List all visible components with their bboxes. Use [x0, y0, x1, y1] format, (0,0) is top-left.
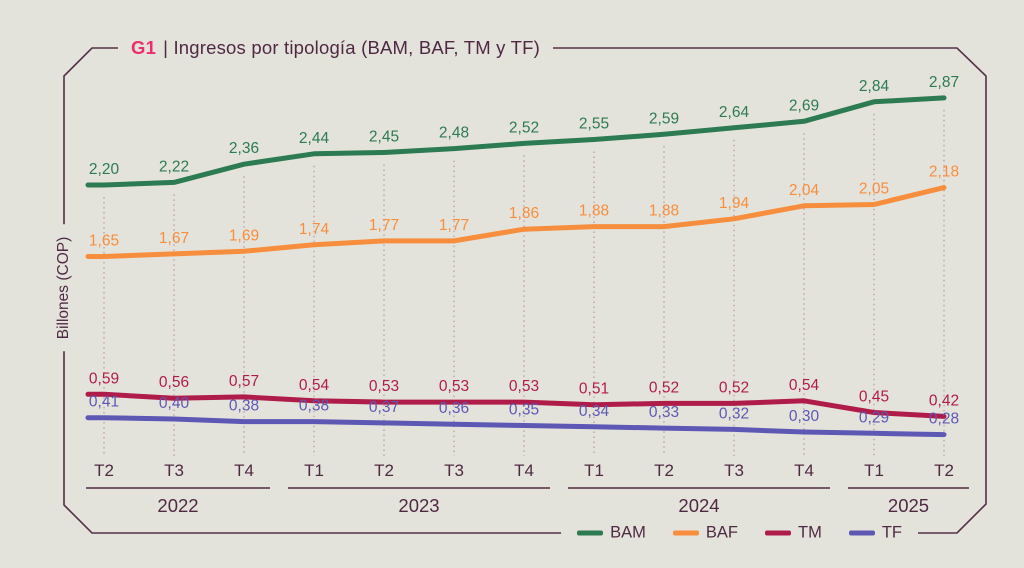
legend-item-baf: BAF	[672, 523, 738, 543]
quarter-label: T4	[234, 461, 254, 480]
data-label-tm: 0,53	[439, 378, 469, 395]
data-label-baf: 1,88	[649, 203, 679, 220]
data-label-bam: 2,84	[859, 78, 890, 95]
data-label-tm: 0,52	[649, 379, 679, 396]
x-axis: T2 T3 T4 2022 T1 T2 T3 T4 2023 T1 T2 T3 T4 2024 T1 T2 20…	[86, 461, 969, 516]
data-label-bam: 2,64	[719, 104, 750, 121]
data-label-bam: 2,22	[159, 158, 189, 175]
legend-label: BAF	[705, 523, 738, 542]
series-line-bam	[85, 95, 947, 188]
data-label-tf: 0,35	[509, 402, 539, 419]
frame-border	[63, 47, 987, 534]
legend-item-bam: BAM	[577, 524, 646, 543]
data-label-baf: 1,77	[369, 217, 399, 234]
data-label-baf: 1,65	[89, 233, 119, 250]
data-label-tm: 0,45	[859, 389, 889, 406]
data-label-tm: 0,54	[789, 377, 820, 394]
data-label-bam: 2,36	[229, 140, 259, 157]
data-label-bam: 2,59	[649, 110, 679, 127]
series-line-tf	[85, 415, 947, 438]
y-axis-label: Billones (COP)	[52, 224, 76, 352]
data-label-tf: 0,38	[229, 398, 259, 415]
data-label-bam: 2,55	[579, 116, 609, 133]
year-label: 2025	[888, 495, 929, 516]
gridlines	[103, 109, 945, 456]
quarter-label: T4	[794, 461, 814, 480]
data-label-tf: 0,38	[299, 398, 329, 415]
legend-item-tm: TM	[765, 524, 822, 543]
data-label-tf: 0,36	[439, 400, 469, 417]
data-label-tf: 0,40	[159, 395, 190, 412]
data-label-tf: 0,30	[789, 408, 820, 425]
data-label-baf: 1,74	[299, 221, 330, 238]
data-label-tm: 0,52	[719, 379, 749, 396]
quarter-label: T3	[724, 461, 744, 480]
data-label-tm: 0,51	[579, 381, 609, 398]
data-label-tm: 0,59	[89, 370, 119, 387]
data-label-tm: 0,53	[509, 378, 539, 395]
data-label-bam: 2,20	[89, 161, 120, 178]
data-label-baf: 1,77	[439, 217, 469, 234]
data-label-baf: 2,04	[789, 182, 820, 199]
legend-swatch-bam	[577, 530, 604, 536]
legend-swatch-tm	[765, 530, 791, 536]
data-label-bam: 2,69	[789, 97, 819, 114]
legend-item-tf: TF	[848, 523, 902, 543]
quarter-label: T4	[514, 461, 534, 480]
quarter-label: T1	[304, 461, 324, 480]
quarter-label: T2	[94, 461, 114, 480]
series-line-tm	[85, 391, 947, 419]
data-label-tm: 0,54	[299, 377, 330, 394]
data-label-baf: 1,94	[719, 195, 750, 212]
data-label-bam: 2,45	[369, 129, 399, 146]
legend-swatch-tf	[848, 530, 875, 536]
data-label-tm: 0,56	[159, 374, 189, 391]
data-label-baf: 1,67	[159, 230, 189, 247]
legend-label: TF	[881, 523, 902, 542]
data-label-baf: 1,69	[229, 227, 259, 244]
data-label-tm: 0,57	[229, 373, 259, 390]
quarter-label: T3	[444, 461, 464, 480]
legend-label: TM	[798, 523, 822, 542]
legend: BAM BAF TM TF	[561, 519, 918, 547]
data-label-baf: 2,18	[929, 164, 959, 181]
data-label-tm: 0,53	[369, 378, 399, 395]
data-label-tm: 0,42	[929, 392, 959, 409]
quarter-label: T3	[164, 461, 184, 480]
data-label-tf: 0,34	[579, 403, 610, 420]
quarter-label: T2	[374, 461, 394, 480]
chart-title: G1 | Ingresos por tipología (BAM, BAF, TM…	[118, 35, 553, 61]
year-label: 2024	[678, 495, 719, 516]
quarter-label: T2	[934, 461, 954, 480]
year-label: 2023	[398, 495, 439, 516]
quarter-label: T1	[584, 461, 604, 480]
data-label-bam: 2,48	[439, 125, 469, 142]
data-label-baf: 1,88	[579, 203, 609, 220]
chart-title-text: | Ingresos por tipología (BAM, BAF, TM y…	[163, 37, 540, 58]
data-label-tf: 0,29	[859, 409, 889, 426]
data-label-tf: 0,33	[649, 404, 679, 421]
quarter-label: T1	[864, 461, 884, 480]
data-labels: 2,20 2,22 2,36 2,44 2,45 2,48 2,52 2,55 2,59 2,64…	[89, 74, 959, 428]
quarter-label: T2	[654, 461, 674, 480]
series-line-baf	[85, 185, 947, 259]
series-lines	[85, 95, 947, 438]
data-label-tf: 0,37	[369, 399, 399, 416]
year-label: 2022	[157, 495, 198, 516]
legend-label: BAM	[610, 523, 646, 542]
data-label-bam: 2,87	[929, 74, 959, 91]
data-label-tf: 0,28	[929, 411, 959, 428]
data-label-baf: 1,86	[509, 205, 539, 222]
data-label-tf: 0,32	[719, 405, 749, 422]
data-label-baf: 2,05	[859, 181, 889, 198]
legend-swatch-baf	[672, 530, 699, 536]
data-label-bam: 2,52	[509, 119, 539, 136]
chart-title-tag: G1	[131, 37, 157, 58]
data-label-bam: 2,44	[299, 130, 330, 147]
data-label-tf: 0,41	[89, 394, 119, 411]
